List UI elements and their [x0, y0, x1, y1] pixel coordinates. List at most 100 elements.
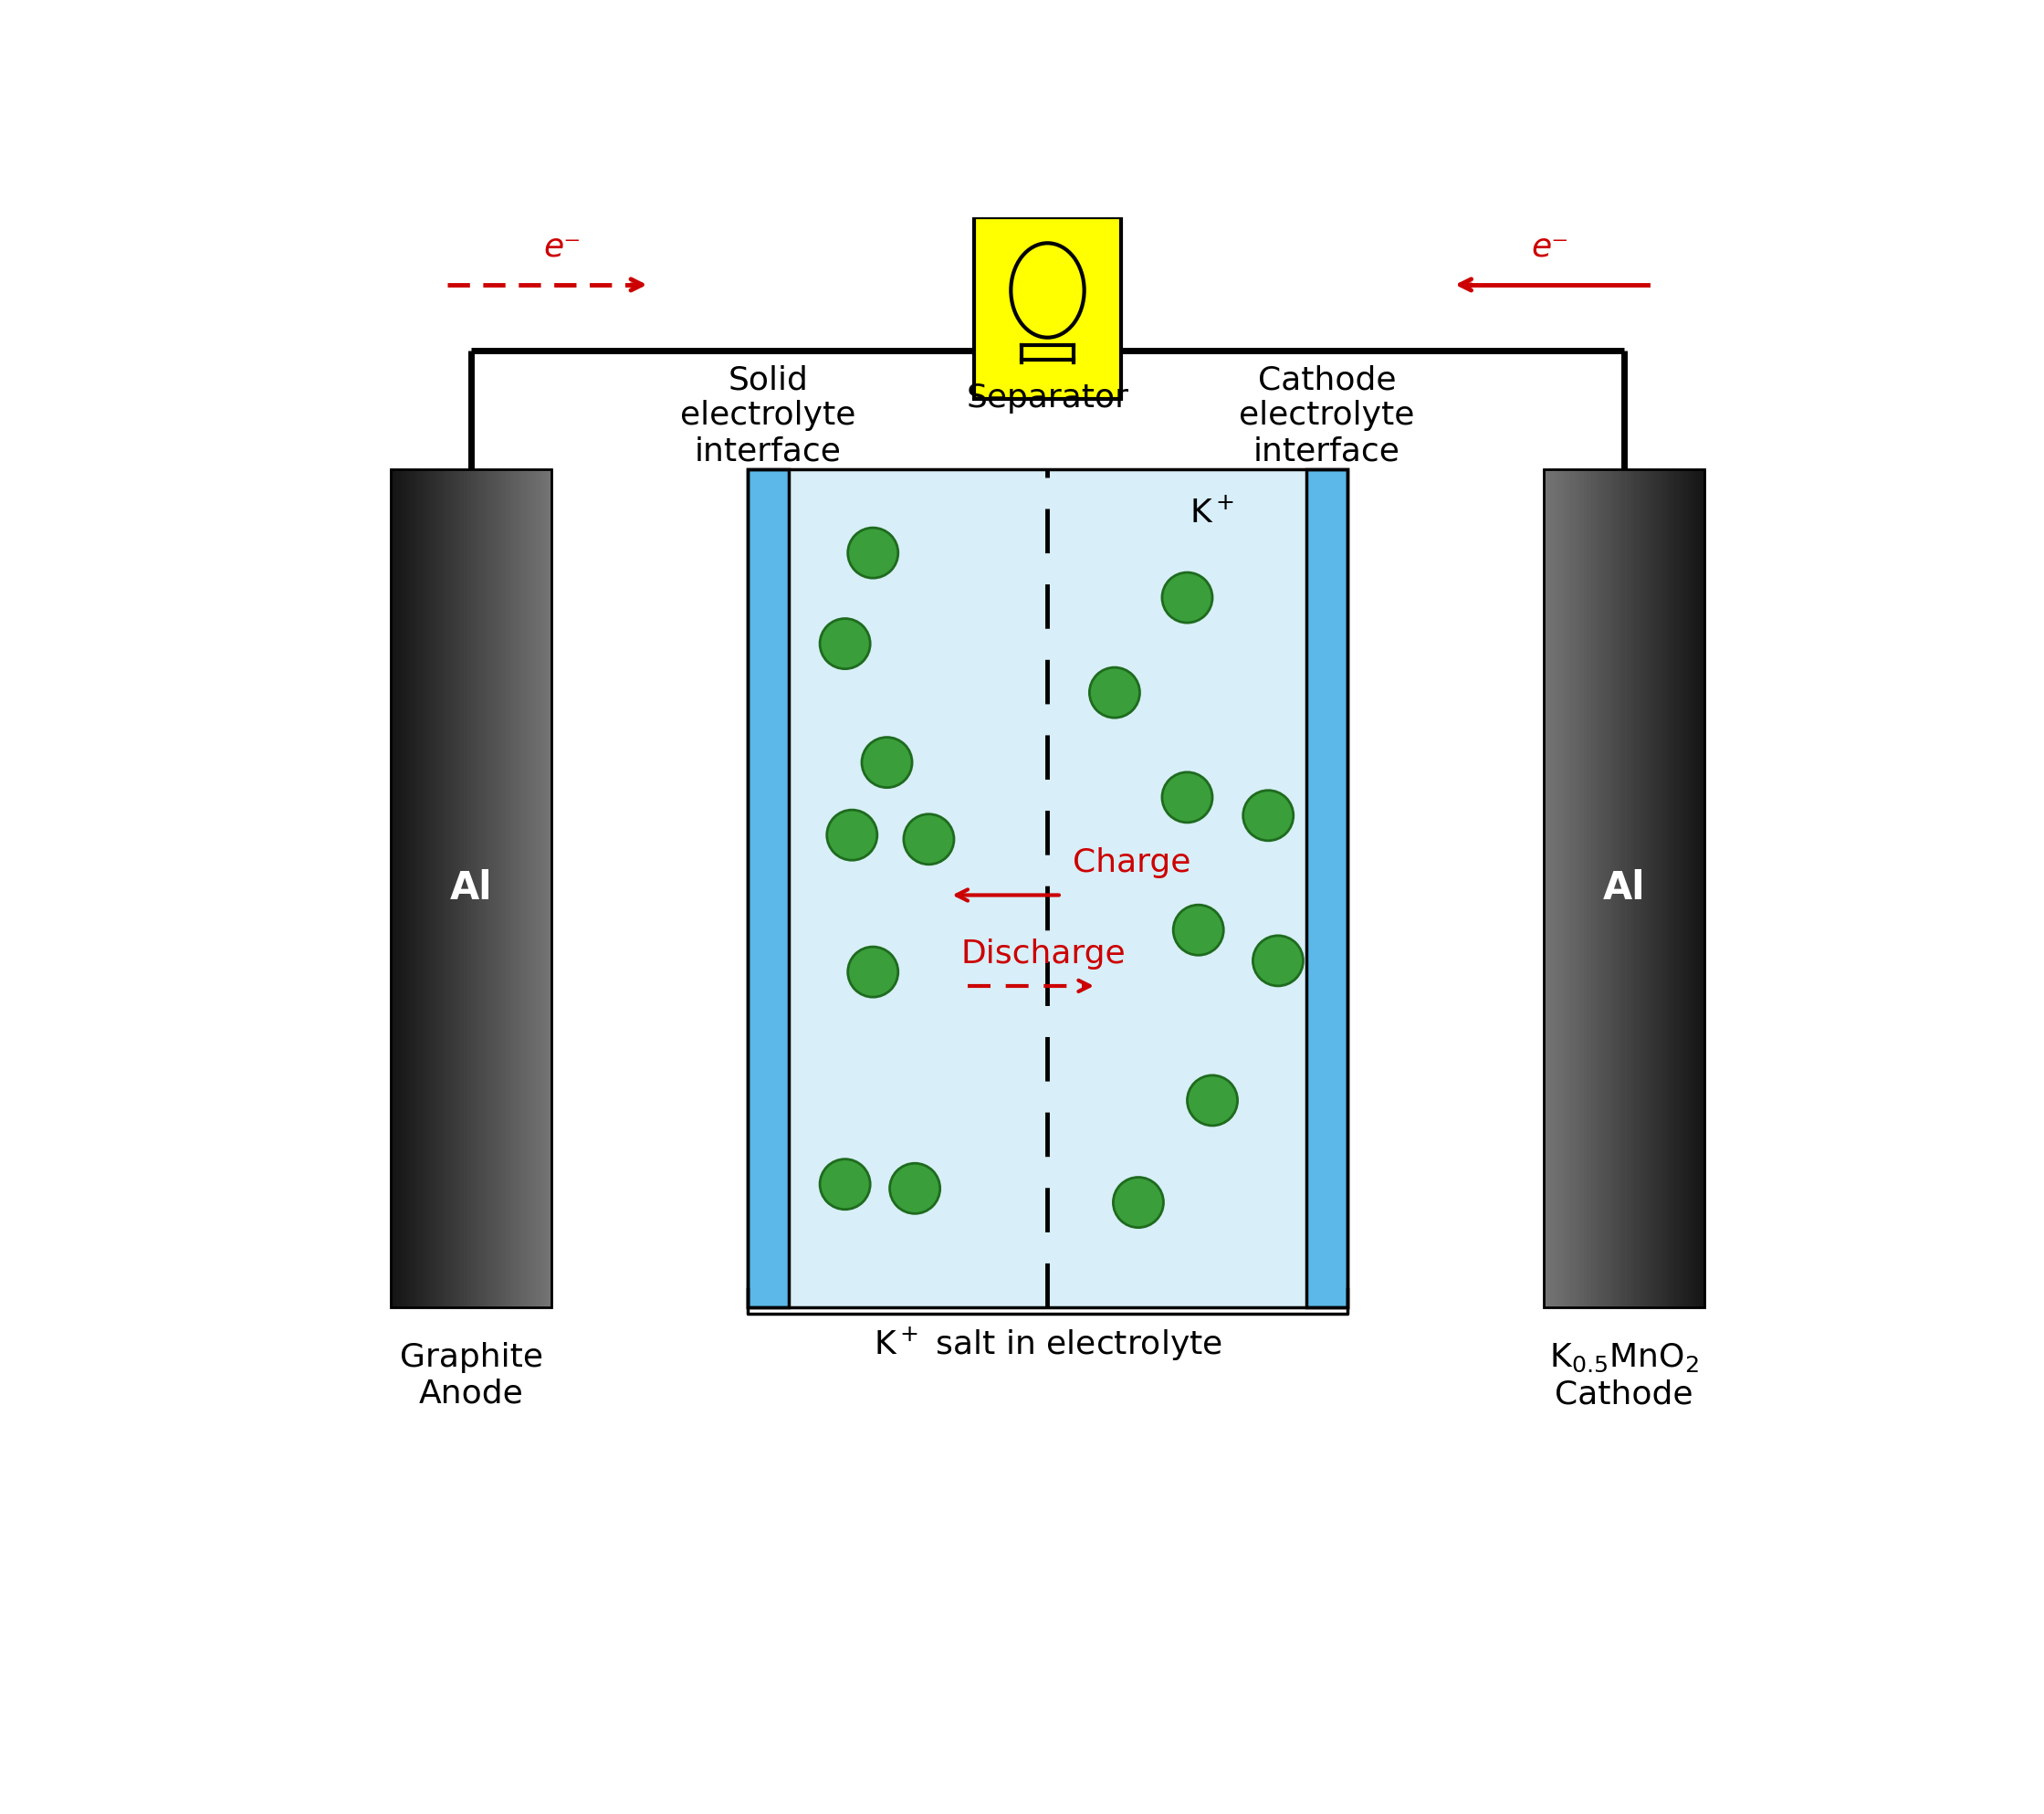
Bar [403, 470, 405, 1308]
Circle shape [1188, 1076, 1237, 1125]
Bar [1678, 470, 1680, 1308]
Text: K$^+$ salt in electrolyte: K$^+$ salt in electrolyte [873, 1326, 1222, 1364]
Circle shape [1089, 668, 1141, 718]
Bar [509, 470, 511, 1308]
Bar [1658, 470, 1662, 1308]
Bar [1570, 470, 1572, 1308]
Bar [1545, 470, 1549, 1308]
Bar [1578, 470, 1580, 1308]
Bar [1543, 470, 1545, 1308]
Bar [1568, 470, 1570, 1308]
Bar [1580, 470, 1584, 1308]
Text: Al: Al [1602, 869, 1645, 907]
Bar [474, 470, 476, 1308]
Bar [517, 470, 519, 1308]
Bar [1560, 470, 1562, 1308]
Bar [399, 470, 403, 1308]
Bar [1623, 470, 1627, 1308]
Text: K$_{0.5}$MnO$_2$
Cathode: K$_{0.5}$MnO$_2$ Cathode [1549, 1342, 1699, 1409]
Bar [417, 470, 421, 1308]
Bar [1684, 470, 1688, 1308]
Circle shape [1173, 905, 1224, 956]
Bar [1588, 470, 1592, 1308]
Bar [544, 470, 546, 1308]
Bar [1586, 470, 1588, 1308]
Bar [525, 470, 527, 1308]
Bar [425, 470, 429, 1308]
Bar [1647, 470, 1650, 1308]
Bar [1572, 470, 1576, 1308]
Text: Al: Al [450, 869, 493, 907]
Bar [433, 470, 437, 1308]
Bar [482, 470, 484, 1308]
Bar [486, 470, 491, 1308]
Bar [1699, 470, 1701, 1308]
Bar [1615, 470, 1619, 1308]
Bar [1643, 470, 1645, 1308]
Text: Graphite
Anode: Graphite Anode [401, 1342, 544, 1409]
Bar [472, 470, 474, 1308]
Bar [529, 470, 533, 1308]
Bar [1674, 470, 1678, 1308]
Bar [542, 470, 544, 1308]
Bar [442, 470, 446, 1308]
Circle shape [1163, 773, 1212, 822]
Bar [501, 470, 503, 1308]
Bar [1682, 470, 1684, 1308]
Bar [1553, 470, 1558, 1308]
Bar [1650, 470, 1654, 1308]
Text: Solid
electrolyte
interface: Solid electrolyte interface [681, 365, 856, 468]
Bar [484, 470, 486, 1308]
Bar [1621, 470, 1623, 1308]
Bar [748, 470, 789, 1308]
Bar [1543, 470, 1705, 1308]
Circle shape [863, 736, 912, 787]
Bar [1654, 470, 1656, 1308]
Bar [550, 470, 552, 1308]
Bar [523, 470, 525, 1308]
Bar [546, 470, 550, 1308]
Bar [1639, 470, 1643, 1308]
Bar [415, 470, 417, 1308]
Bar [466, 470, 468, 1308]
Bar [515, 470, 517, 1308]
Bar [439, 470, 442, 1308]
Bar [538, 470, 542, 1308]
Bar [1697, 470, 1699, 1308]
Circle shape [1243, 791, 1294, 840]
Bar [1594, 470, 1596, 1308]
Bar [423, 470, 425, 1308]
Bar [390, 470, 394, 1308]
Bar [975, 218, 1120, 399]
Bar [1645, 470, 1647, 1308]
Bar [458, 470, 460, 1308]
Bar [533, 470, 536, 1308]
Bar [503, 470, 507, 1308]
Bar [1627, 470, 1629, 1308]
Bar [446, 470, 448, 1308]
Bar [468, 470, 472, 1308]
Bar [450, 470, 452, 1308]
Bar [1306, 470, 1347, 1308]
Bar [407, 470, 411, 1308]
Bar [1637, 470, 1639, 1308]
Bar [1558, 470, 1560, 1308]
Bar [1576, 470, 1578, 1308]
Bar [476, 470, 480, 1308]
Bar [1306, 470, 1347, 1308]
Bar [748, 470, 1347, 1308]
Bar [1629, 470, 1631, 1308]
Bar [452, 470, 456, 1308]
Bar [748, 470, 789, 1308]
Text: e⁻: e⁻ [544, 232, 580, 263]
Bar [1600, 470, 1602, 1308]
Bar [405, 470, 407, 1308]
Circle shape [828, 809, 877, 860]
Bar [495, 470, 499, 1308]
Bar [1619, 470, 1621, 1308]
Bar [1664, 470, 1666, 1308]
Bar [748, 470, 1347, 1308]
Bar [1602, 470, 1605, 1308]
Bar [1551, 470, 1553, 1308]
Text: Discharge: Discharge [961, 938, 1126, 969]
